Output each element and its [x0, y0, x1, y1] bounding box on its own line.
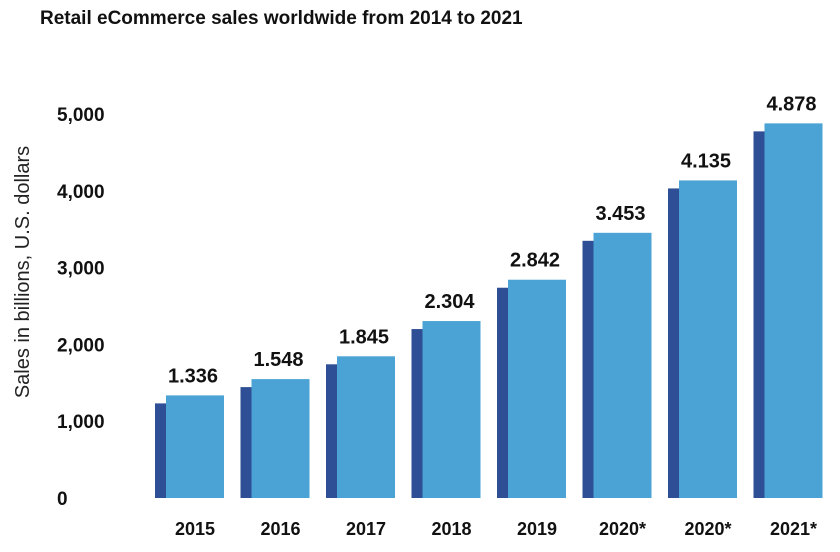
- y-tick-label: 1,000: [57, 412, 105, 433]
- data-label: 1.548: [253, 349, 303, 371]
- x-tick-label: 2020*: [599, 519, 646, 539]
- x-tick-label: 2018: [431, 519, 471, 539]
- x-axis-labels: 2015 2016 2017 2018 2019 2020* 2020* 2021*: [175, 519, 817, 539]
- x-tick-label: 2017: [346, 519, 386, 539]
- bar: [251, 379, 310, 498]
- data-label: 2.304: [424, 291, 475, 313]
- chart-title: Retail eCommerce sales worldwide from 20…: [40, 8, 523, 29]
- y-tick-label: 2,000: [57, 335, 105, 356]
- x-tick-label: 2019: [517, 519, 557, 539]
- bar: [422, 321, 481, 498]
- bars: [155, 123, 823, 498]
- x-tick-label: 2020*: [684, 519, 731, 539]
- y-axis-label: Sales in billions, U.S. dollars: [12, 146, 34, 398]
- data-label: 1.336: [168, 365, 218, 387]
- x-tick-label: 2016: [260, 519, 300, 539]
- y-tick-label: 0: [57, 489, 68, 510]
- bar: [508, 279, 566, 498]
- data-label: 2.842: [510, 250, 560, 272]
- y-tick-label: 3,000: [57, 259, 105, 280]
- data-label: 4.135: [681, 150, 731, 172]
- bar: [166, 395, 224, 498]
- data-label: 3.453: [595, 203, 645, 225]
- bar: [593, 232, 652, 498]
- y-tick-label: 4,000: [57, 182, 105, 203]
- data-label: 4.878: [766, 93, 816, 115]
- data-labels: 1.336 1.548 1.845 2.304 2.842 3.453 4.135 4.878: [168, 93, 817, 387]
- y-tick-label: 5,000: [57, 105, 105, 126]
- bar: [337, 356, 395, 498]
- data-label: 1.845: [339, 326, 389, 348]
- bar: [679, 180, 737, 498]
- x-tick-label: 2015: [175, 519, 215, 539]
- y-axis-ticks: 0 1,000 2,000 3,000 4,000 5,000: [57, 105, 105, 510]
- bar: [764, 123, 823, 498]
- x-tick-label: 2021*: [770, 519, 817, 539]
